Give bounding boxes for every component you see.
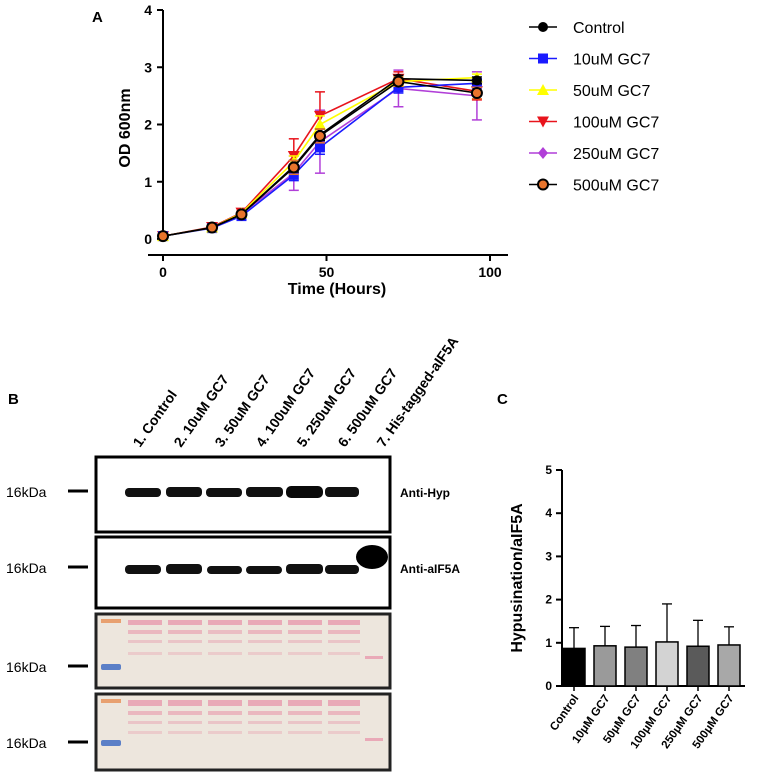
legend-label-1: 10uM GC7 — [573, 52, 650, 69]
point-s5-p6 — [470, 87, 483, 100]
hypusination-axes: 0 1 2 3 4 5 — [545, 463, 745, 693]
legend-label-3: 100uM GC7 — [573, 115, 659, 132]
legend-label-2: 50uM GC7 — [573, 83, 650, 100]
band-hyp-lane1 — [125, 488, 161, 497]
ladder-blue-1 — [101, 664, 121, 670]
point-s0-p6 — [471, 75, 482, 86]
band-aif5a-lane3 — [207, 566, 242, 574]
point-s1-p4 — [314, 142, 325, 153]
ladder-blue-2 — [101, 740, 121, 746]
band-hyp-lane3 — [206, 488, 242, 497]
bar-3 — [655, 641, 679, 687]
legend-label-0: Control — [573, 20, 625, 37]
growth-x-tick-label-0: 0 — [159, 264, 167, 280]
growth-y-tick-label-4: 4 — [144, 2, 152, 18]
blot-anti-aif5a: 16kDa Anti-aIF5A — [6, 535, 460, 610]
growth-legend: Control 10uM GC7 50uM GC7 100uM GC7 250uM GC… — [529, 20, 659, 195]
legend-marker-3 — [537, 116, 549, 128]
point-s2-p4 — [313, 118, 326, 130]
bar-5 — [717, 644, 741, 687]
bar-4 — [686, 645, 710, 687]
legend-marker-1 — [538, 53, 548, 64]
legend-label-4: 250uM GC7 — [573, 146, 659, 163]
blot-label-hyp: Anti-Hyp — [400, 486, 450, 500]
point-s5-p1 — [206, 221, 219, 234]
marker-label-aif5a: 16kDa — [6, 560, 47, 576]
legend-marker-5 — [537, 178, 549, 191]
hyp-y-tick-label-0: 0 — [545, 679, 552, 693]
growth-y-tick-label-1: 1 — [144, 174, 152, 190]
point-s5-p4 — [313, 129, 326, 142]
growth-x-tick-label-1: 50 — [319, 264, 335, 280]
growth-y-tick-label-3: 3 — [144, 59, 152, 75]
growth-y-axis-title: OD 600nm — [117, 88, 134, 167]
growth-y-tick-label-0: 0 — [144, 231, 152, 247]
growth-curve-chart: 0 1 2 3 4 0 50 100 OD 600nm Time (Hours) — [117, 2, 508, 298]
band-hyp-lane6 — [325, 487, 359, 497]
panel-c-label: C — [497, 391, 508, 408]
point-s5-p5 — [392, 75, 405, 88]
blot-label-aif5a: Anti-aIF5A — [400, 562, 460, 576]
hyp-y-tick-label-4: 4 — [545, 506, 552, 520]
blot-anti-hyp: 16kDa Anti-Hyp — [6, 455, 450, 534]
point-s5-p2 — [235, 208, 248, 221]
legend-marker-0 — [538, 22, 548, 32]
band-aif5a-lane2 — [166, 564, 202, 574]
ponceau-stain-1: 16kDa — [6, 612, 392, 690]
bar-1 — [593, 645, 617, 687]
bar-2 — [624, 646, 648, 687]
band-aif5a-lane7 — [356, 545, 388, 569]
hyp-y-tick-label-3: 3 — [545, 549, 552, 563]
band-hyp-lane5 — [286, 486, 323, 498]
hyp-y-tick-label-1: 1 — [545, 636, 552, 650]
stain-frame-2 — [94, 692, 392, 772]
stain-lanes-1 — [128, 620, 383, 659]
growth-curve-axes: 0 1 2 3 4 0 50 100 — [144, 2, 508, 280]
growth-x-axis-title: Time (Hours) — [288, 281, 386, 298]
series-5 — [157, 75, 483, 243]
marker-label-hyp: 16kDa — [6, 484, 47, 500]
lane-labels: 1. Control 2. 10uM GC7 3. 50uM GC7 4. 10… — [129, 333, 461, 449]
hypusination-y-axis-title: Hypusination/aIF5A — [509, 503, 526, 653]
stain-lanes-2 — [128, 700, 383, 741]
hyp-y-tick-label-5: 5 — [545, 463, 552, 477]
band-aif5a-lane6 — [325, 565, 359, 574]
ponceau-stain-2: 16kDa — [6, 692, 392, 772]
legend-marker-4 — [538, 147, 548, 159]
ladder-top-1 — [101, 619, 121, 623]
band-aif5a-lane4 — [246, 566, 282, 574]
bar-category-label-0: Control — [548, 693, 581, 733]
marker-label-stain-2: 16kDa — [6, 735, 47, 751]
growth-curve-series — [157, 69, 483, 243]
growth-x-tick-label-2: 100 — [478, 264, 502, 280]
panel-a-label: A — [92, 9, 103, 26]
hyp-y-tick-label-2: 2 — [545, 593, 552, 607]
marker-label-stain-1: 16kDa — [6, 659, 47, 675]
legend-marker-2 — [537, 84, 549, 95]
band-hyp-lane4 — [246, 487, 283, 497]
stain-frame-1 — [94, 612, 392, 690]
growth-y-tick-label-2: 2 — [144, 117, 152, 133]
point-s5-p3 — [287, 161, 300, 174]
ladder-top-2 — [101, 699, 121, 703]
point-s5-p0 — [157, 230, 169, 243]
band-aif5a-lane1 — [125, 565, 161, 574]
legend-label-5: 500uM GC7 — [573, 178, 659, 195]
panel-b-label: B — [8, 391, 19, 408]
band-aif5a-lane5 — [286, 564, 323, 574]
band-hyp-lane2 — [166, 487, 202, 497]
bar-0 — [562, 647, 586, 687]
